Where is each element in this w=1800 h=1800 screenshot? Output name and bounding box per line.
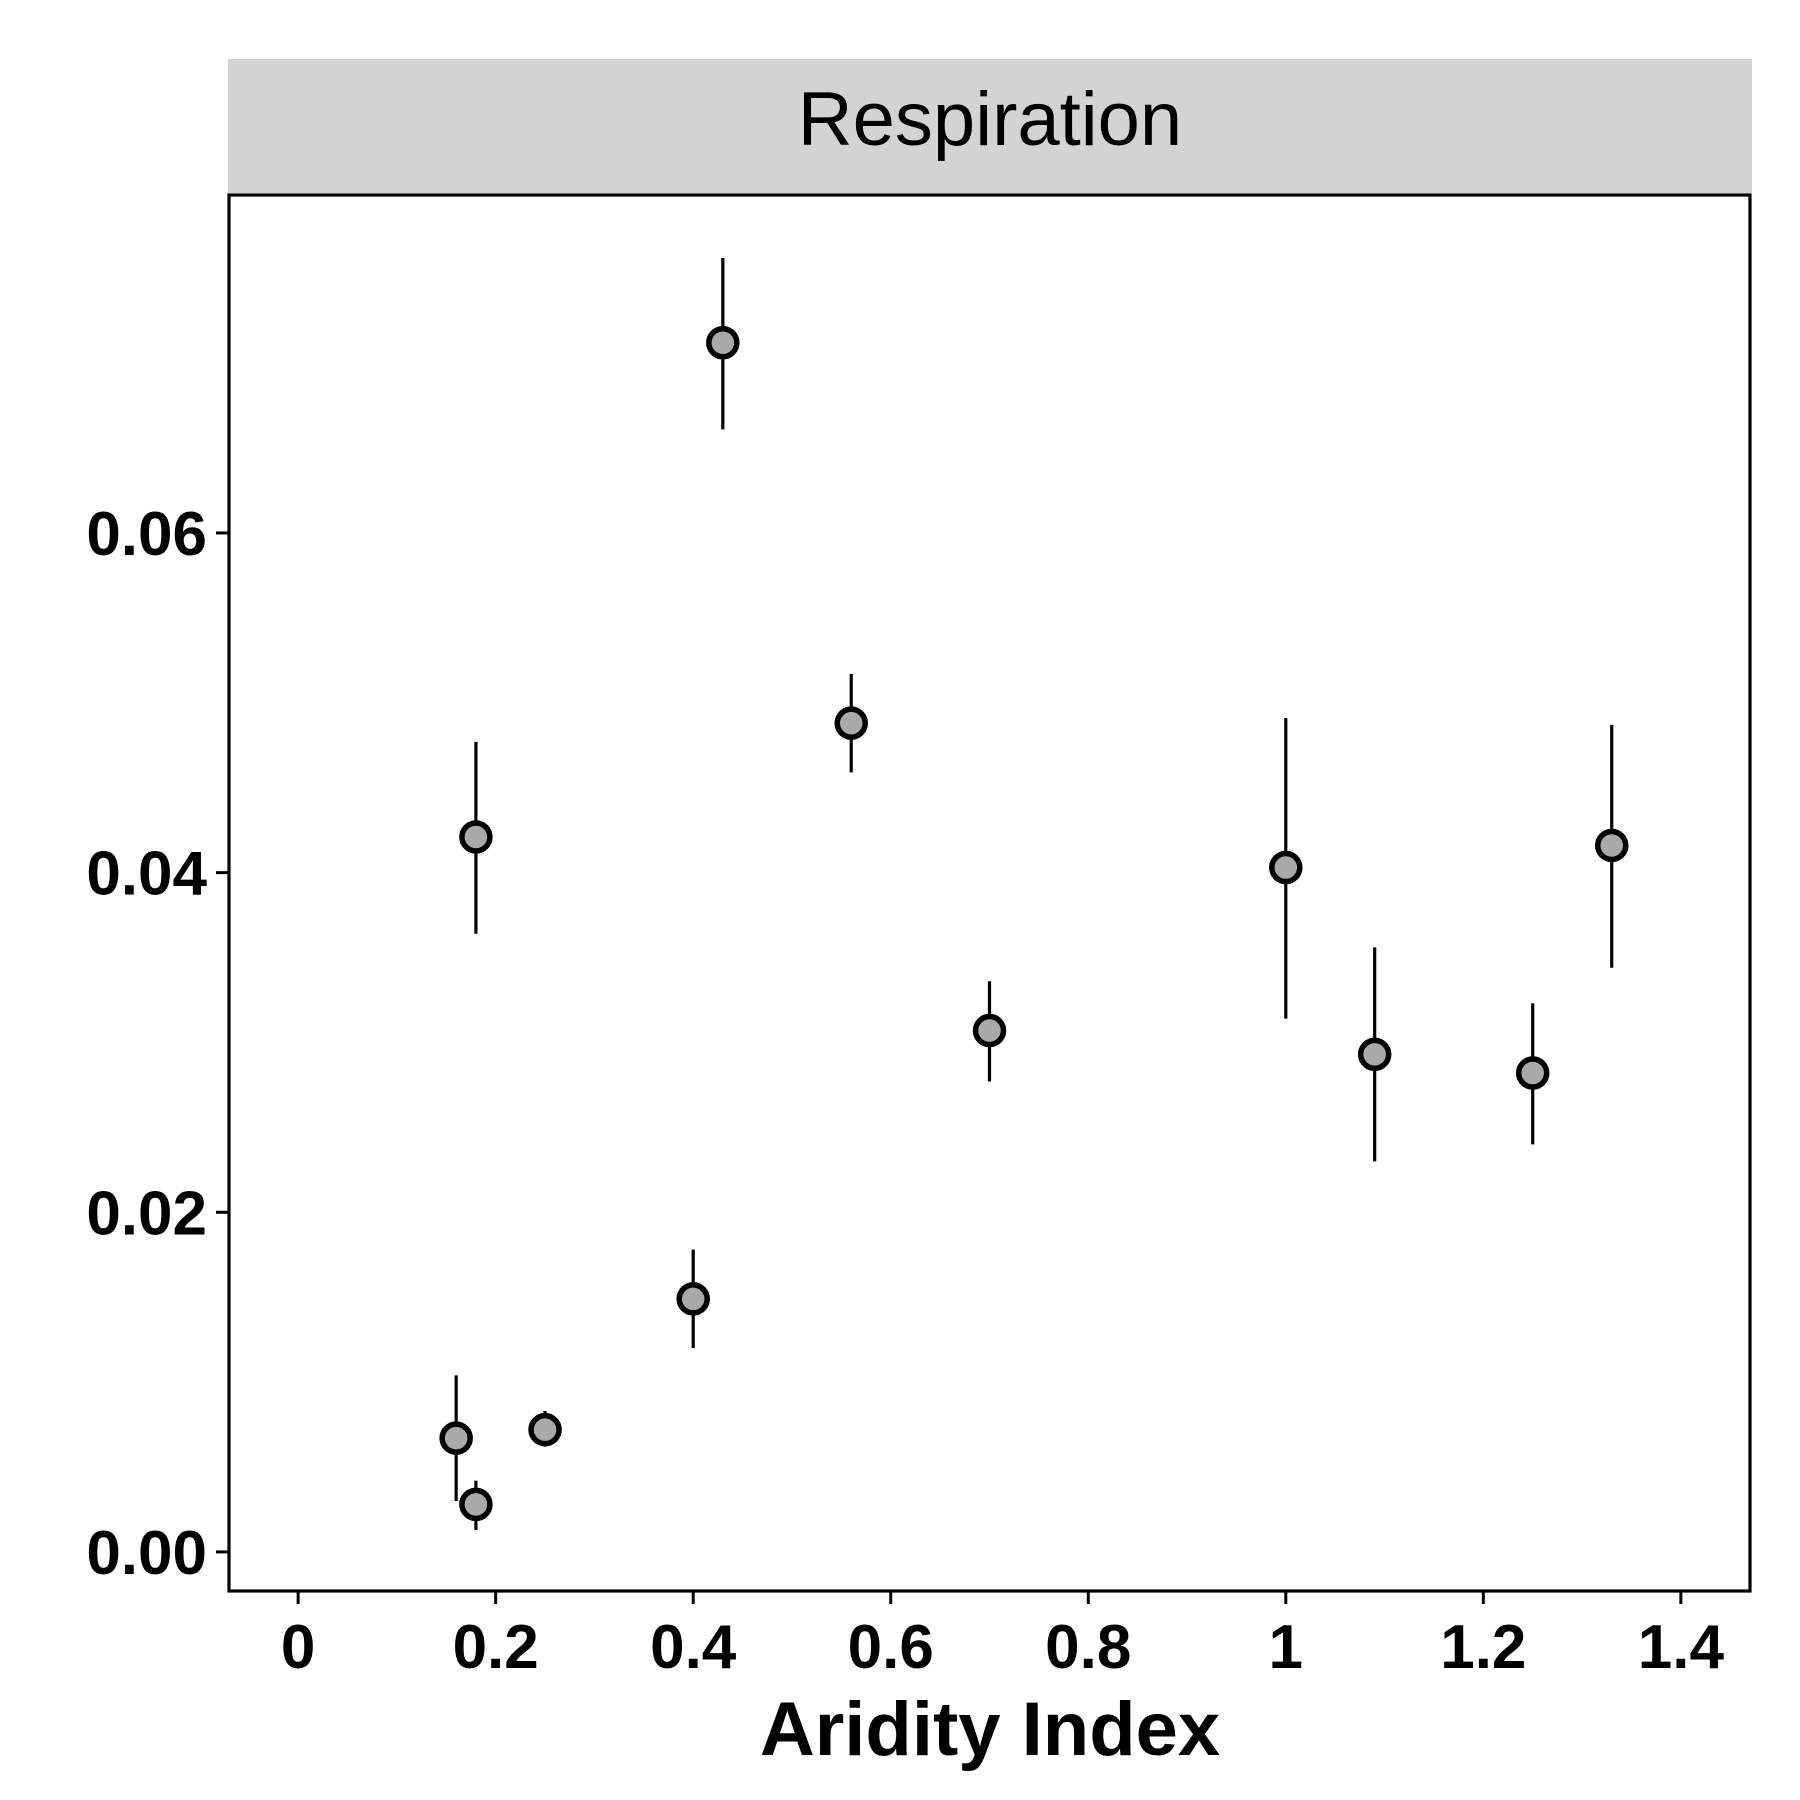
y-tick-label: 0.04 (86, 840, 207, 909)
x-axis-label: Aridity Index (760, 1687, 1220, 1772)
plot-panel (227, 193, 1752, 1593)
x-tick-label: 1.2 (1440, 1613, 1526, 1682)
y-tick-label: 0.06 (86, 500, 207, 569)
data-point (439, 1421, 473, 1455)
x-tick-label: 0.8 (1045, 1613, 1131, 1682)
facet-strip (228, 59, 1752, 193)
y-tick-label: 0.00 (86, 1519, 207, 1588)
x-tick-label: 0 (281, 1613, 315, 1682)
facet-title: Respiration (798, 77, 1182, 162)
data-point (1515, 1056, 1550, 1090)
data-point (459, 1487, 493, 1522)
data-point (1269, 850, 1303, 885)
x-tick-label: 0.6 (848, 1613, 934, 1682)
data-point (459, 820, 493, 854)
y-axis: 0.00 0.02 0.04 0.06 (86, 500, 229, 1588)
data-point (706, 326, 740, 360)
data-point (972, 1013, 1007, 1048)
x-axis: 0 0.2 0.4 0.6 0.8 1 1.2 1.4 (281, 1591, 1725, 1682)
data-points (439, 326, 1629, 1522)
x-tick-label: 0.2 (453, 1613, 539, 1682)
y-tick-label: 0.02 (86, 1179, 207, 1248)
x-tick-label: 1.4 (1638, 1613, 1725, 1682)
x-tick-label: 0.4 (650, 1613, 737, 1682)
x-tick-label: 1 (1269, 1613, 1303, 1682)
data-point (528, 1412, 562, 1447)
data-point (1594, 828, 1629, 863)
data-point (676, 1282, 710, 1316)
data-point (834, 706, 868, 740)
data-point (1357, 1037, 1392, 1072)
